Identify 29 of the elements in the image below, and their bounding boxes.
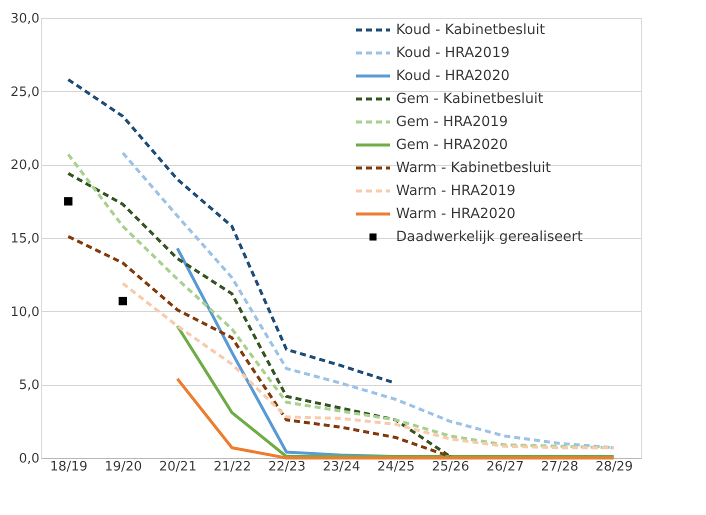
y-tick-label: 30,0 — [10, 12, 40, 26]
legend-label: Gem - HRA2019 — [396, 114, 508, 130]
x-tick-label: 26/27 — [486, 460, 524, 474]
legend-label: Warm - HRA2020 — [396, 206, 516, 222]
legend-label: Gem - Kabinetbesluit — [396, 91, 544, 107]
x-tick-label: 18/19 — [50, 460, 88, 474]
x-tick-label: 25/26 — [432, 460, 470, 474]
x-tick-label: 19/20 — [104, 460, 142, 474]
x-tick-label: 20/21 — [159, 460, 197, 474]
legend-label: Gem - HRA2020 — [396, 137, 508, 153]
x-tick-label: 28/29 — [595, 460, 633, 474]
line-series — [121, 282, 616, 450]
legend-label: Koud - HRA2019 — [396, 45, 510, 61]
x-tick-label: 21/22 — [214, 460, 252, 474]
x-tick-label: 27/28 — [540, 460, 578, 474]
y-tick-label: 5,0 — [18, 378, 40, 394]
x-tick-label: 22/23 — [268, 460, 306, 474]
y-tick-label: 0,0 — [18, 452, 40, 466]
y-tick-label: 20,0 — [10, 158, 40, 174]
x-tick-label: 24/25 — [377, 460, 415, 474]
legend-label: Koud - Kabinetbesluit — [396, 22, 546, 38]
y-tick-label: 15,0 — [10, 232, 40, 246]
legend-label: Daadwerkelijk gerealiseert — [396, 229, 584, 245]
legend-label: Warm - Kabinetbesluit — [396, 160, 552, 176]
y-tick-label: 10,0 — [10, 304, 40, 320]
legend-label: Warm - HRA2019 — [396, 183, 516, 199]
y-tick-label: 25,0 — [10, 84, 40, 100]
x-tick-label: 23/24 — [322, 460, 360, 474]
legend-label: Koud - HRA2020 — [396, 68, 510, 84]
